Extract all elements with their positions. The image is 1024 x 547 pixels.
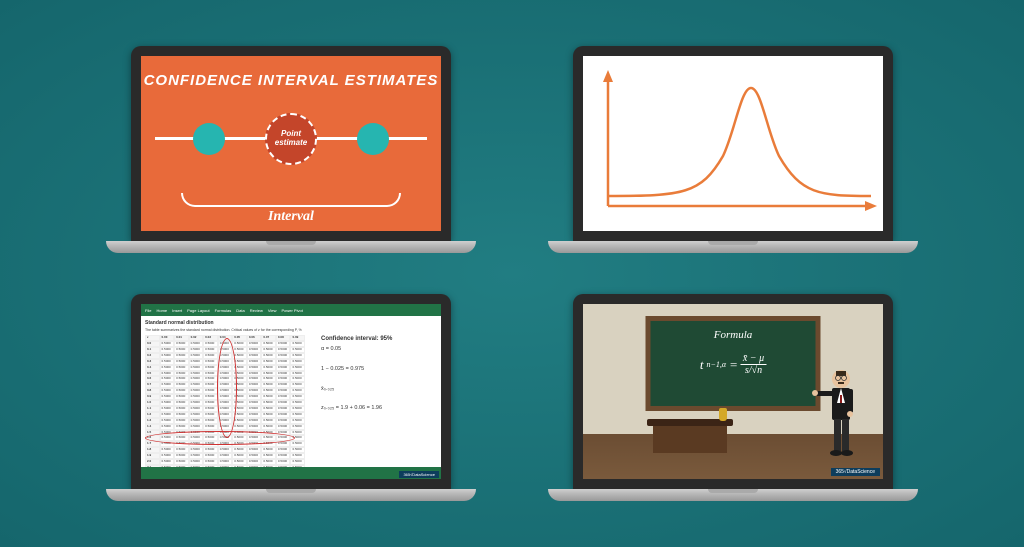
ribbon-tab[interactable]: Power Pivot <box>281 308 302 313</box>
screen-3-excel: File Home Insert Page Layout Formulas Data Rev… <box>141 304 441 479</box>
calc-panel: Confidence interval: 95% α = 0.05 1 − 0.… <box>309 316 441 467</box>
slide-title: CONFIDENCE INTERVAL ESTIMATES <box>141 56 441 89</box>
interval-bracket <box>181 193 401 207</box>
ribbon-tab[interactable]: Home <box>156 308 167 313</box>
ribbon-tab[interactable]: Review <box>250 308 263 313</box>
brand-badge: 365√DataScience <box>399 471 439 478</box>
pencil-cup <box>719 408 727 421</box>
chalkboard: Formula tn−1,α = x̄ − μ s/√n <box>646 316 821 411</box>
right-endpoint <box>357 123 389 155</box>
x-axis-arrow <box>865 201 877 211</box>
formula-numerator: x̄ − μ <box>741 353 766 365</box>
laptop-3-frame: File Home Insert Page Layout Formulas Data Rev… <box>131 294 451 489</box>
laptop-4: Formula tn−1,α = x̄ − μ s/√n <box>542 289 924 508</box>
formula-t: t <box>700 357 704 373</box>
screen-4-classroom: Formula tn−1,α = x̄ − μ s/√n <box>583 304 883 479</box>
z-table: Standard normal distribution The table s… <box>141 316 309 467</box>
screen-1-slide: CONFIDENCE INTERVAL ESTIMATES Point esti… <box>141 56 441 231</box>
laptop-3-base <box>106 489 476 501</box>
ribbon-tab[interactable]: Formulas <box>215 308 232 313</box>
z-table-grid: z0.000.010.020.030.040.050.060.070.080.0… <box>145 335 305 470</box>
distribution-curve-svg <box>583 56 883 231</box>
z-table-title: Standard normal distribution <box>145 320 305 326</box>
teacher-figure <box>811 367 861 459</box>
formula-denominator: s/√n <box>741 365 766 376</box>
ci-title: Confidence interval: 95% <box>321 336 392 342</box>
ribbon-tab[interactable]: View <box>268 308 277 313</box>
point-estimate-circle: Point estimate <box>265 113 317 165</box>
ribbon-tab[interactable]: Page Layout <box>187 308 209 313</box>
eq1: 1 − 0.025 = 0.975 <box>321 366 364 372</box>
laptop-4-frame: Formula tn−1,α = x̄ − μ s/√n <box>573 294 893 489</box>
ribbon-tab[interactable]: Insert <box>172 308 182 313</box>
excel-ribbon: File Home Insert Page Layout Formulas Data Rev… <box>141 304 441 316</box>
brand-badge-4: 365√DataScience <box>831 468 880 476</box>
interval-diagram: Point estimate <box>141 103 441 173</box>
laptop-2 <box>542 40 924 259</box>
z-table-subtitle: The table summarizes the standard normal… <box>145 328 305 332</box>
laptop-1-base <box>106 241 476 253</box>
laptop-2-base <box>548 241 918 253</box>
alpha-line: α = 0.05 <box>321 346 341 352</box>
teacher-desk <box>647 419 733 453</box>
left-endpoint <box>193 123 225 155</box>
excel-statusbar: 365√DataScience <box>141 467 441 479</box>
formula-equals: = <box>729 357 738 373</box>
laptop-2-frame <box>573 46 893 241</box>
bell-curve <box>608 88 871 196</box>
interval-label: Interval <box>141 209 441 225</box>
chalkboard-title: Formula <box>651 329 816 341</box>
laptop-4-base <box>548 489 918 501</box>
laptop-1-frame: CONFIDENCE INTERVAL ESTIMATES Point esti… <box>131 46 451 241</box>
xbar-line: x̄₀.₀₂₅ <box>321 386 334 392</box>
ribbon-tab[interactable]: File <box>145 308 151 313</box>
laptop-1: CONFIDENCE INTERVAL ESTIMATES Point esti… <box>100 40 482 259</box>
ribbon-tab[interactable]: Data <box>236 308 244 313</box>
screen-2-chart <box>583 56 883 231</box>
point-estimate-label: Point estimate <box>267 130 315 148</box>
laptop-3: File Home Insert Page Layout Formulas Data Rev… <box>100 289 482 508</box>
y-axis-arrow <box>603 70 613 82</box>
laptop-grid: CONFIDENCE INTERVAL ESTIMATES Point esti… <box>0 0 1024 547</box>
eq2: z₀.₀₂₅ = 1.9 + 0.06 = 1.96 <box>321 405 382 411</box>
formula-sub: n−1,α <box>707 360 727 369</box>
t-formula: tn−1,α = x̄ − μ s/√n <box>700 353 766 376</box>
formula-fraction: x̄ − μ s/√n <box>741 353 766 376</box>
